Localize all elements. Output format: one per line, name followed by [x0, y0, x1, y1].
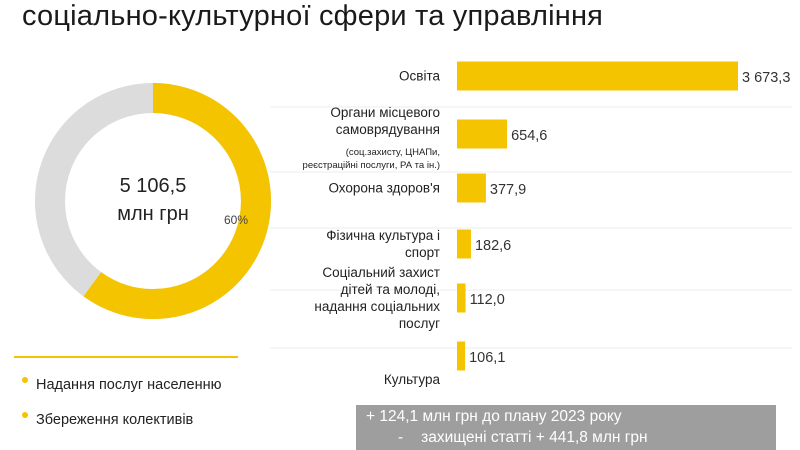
bar	[457, 283, 466, 313]
legend-divider	[14, 356, 238, 358]
bar	[457, 229, 471, 259]
plan-note-line1: + 124,1 млн грн до плану 2023 року	[366, 408, 622, 425]
bar-value-label: 182,6	[475, 238, 511, 254]
plan-note-dash: -	[398, 429, 404, 446]
category-label: Охорона здоров'я	[328, 181, 440, 196]
donut-main-segment	[35, 83, 271, 319]
category-label: самоврядування	[336, 122, 440, 137]
page-title: соціально-культурної сфери та управління	[22, 0, 604, 32]
legend-dot-icon	[22, 377, 28, 383]
legend-item: Надання послуг населенню	[22, 377, 221, 393]
plan-note-line2: - захищені статті + 441,8 млн грн	[398, 428, 648, 448]
category-label: Фізична культура і	[326, 228, 440, 243]
donut-chart: 60%	[35, 83, 271, 319]
category-label: Соціальний захист	[322, 265, 440, 280]
donut-total: 5 106,5 млн грн	[34, 172, 272, 228]
category-label: Органи місцевого	[330, 105, 440, 120]
category-label: послуг	[399, 316, 440, 331]
bar-value-label: 112,0	[470, 292, 505, 308]
bar	[457, 341, 466, 371]
bar	[457, 173, 486, 203]
donut-total-value: 5 106,5	[119, 175, 187, 197]
bar-value-label: 377,9	[490, 182, 526, 198]
bar-value-label: 3 673,3	[742, 70, 790, 86]
category-label: спорт	[405, 245, 440, 260]
category-sublabel: реєстраційні послуги, РА та ін.)	[303, 160, 440, 171]
donut-segment-label: 60%	[224, 213, 248, 227]
legend-dot-icon	[22, 412, 28, 418]
legend-item: Збереження колективів	[22, 412, 193, 428]
donut-total-unit: млн грн	[117, 203, 189, 225]
bar-value-label: 654,6	[511, 128, 547, 144]
category-label: Освіта	[399, 69, 440, 84]
legend-label: Збереження колективів	[36, 412, 194, 428]
category-label: дітей та молоді,	[341, 282, 440, 297]
legend-label: Надання послуг населенню	[36, 377, 222, 393]
category-label: надання соціальних	[314, 299, 440, 314]
category-label: Культура	[384, 372, 441, 387]
bar	[457, 119, 508, 149]
plan-note-line2-text: захищені статті + 441,8 млн грн	[421, 429, 648, 446]
plan-note: + 124,1 млн грн до плану 2023 року - захи…	[356, 405, 776, 450]
bar	[457, 61, 738, 91]
bar-value-label: 106,1	[469, 350, 505, 366]
bar-chart: 3 673,3 Освіта 654,6 Органи місцевого самовр…	[270, 61, 792, 387]
category-sublabel: (соц.захисту, ЦНАПи,	[346, 147, 440, 158]
